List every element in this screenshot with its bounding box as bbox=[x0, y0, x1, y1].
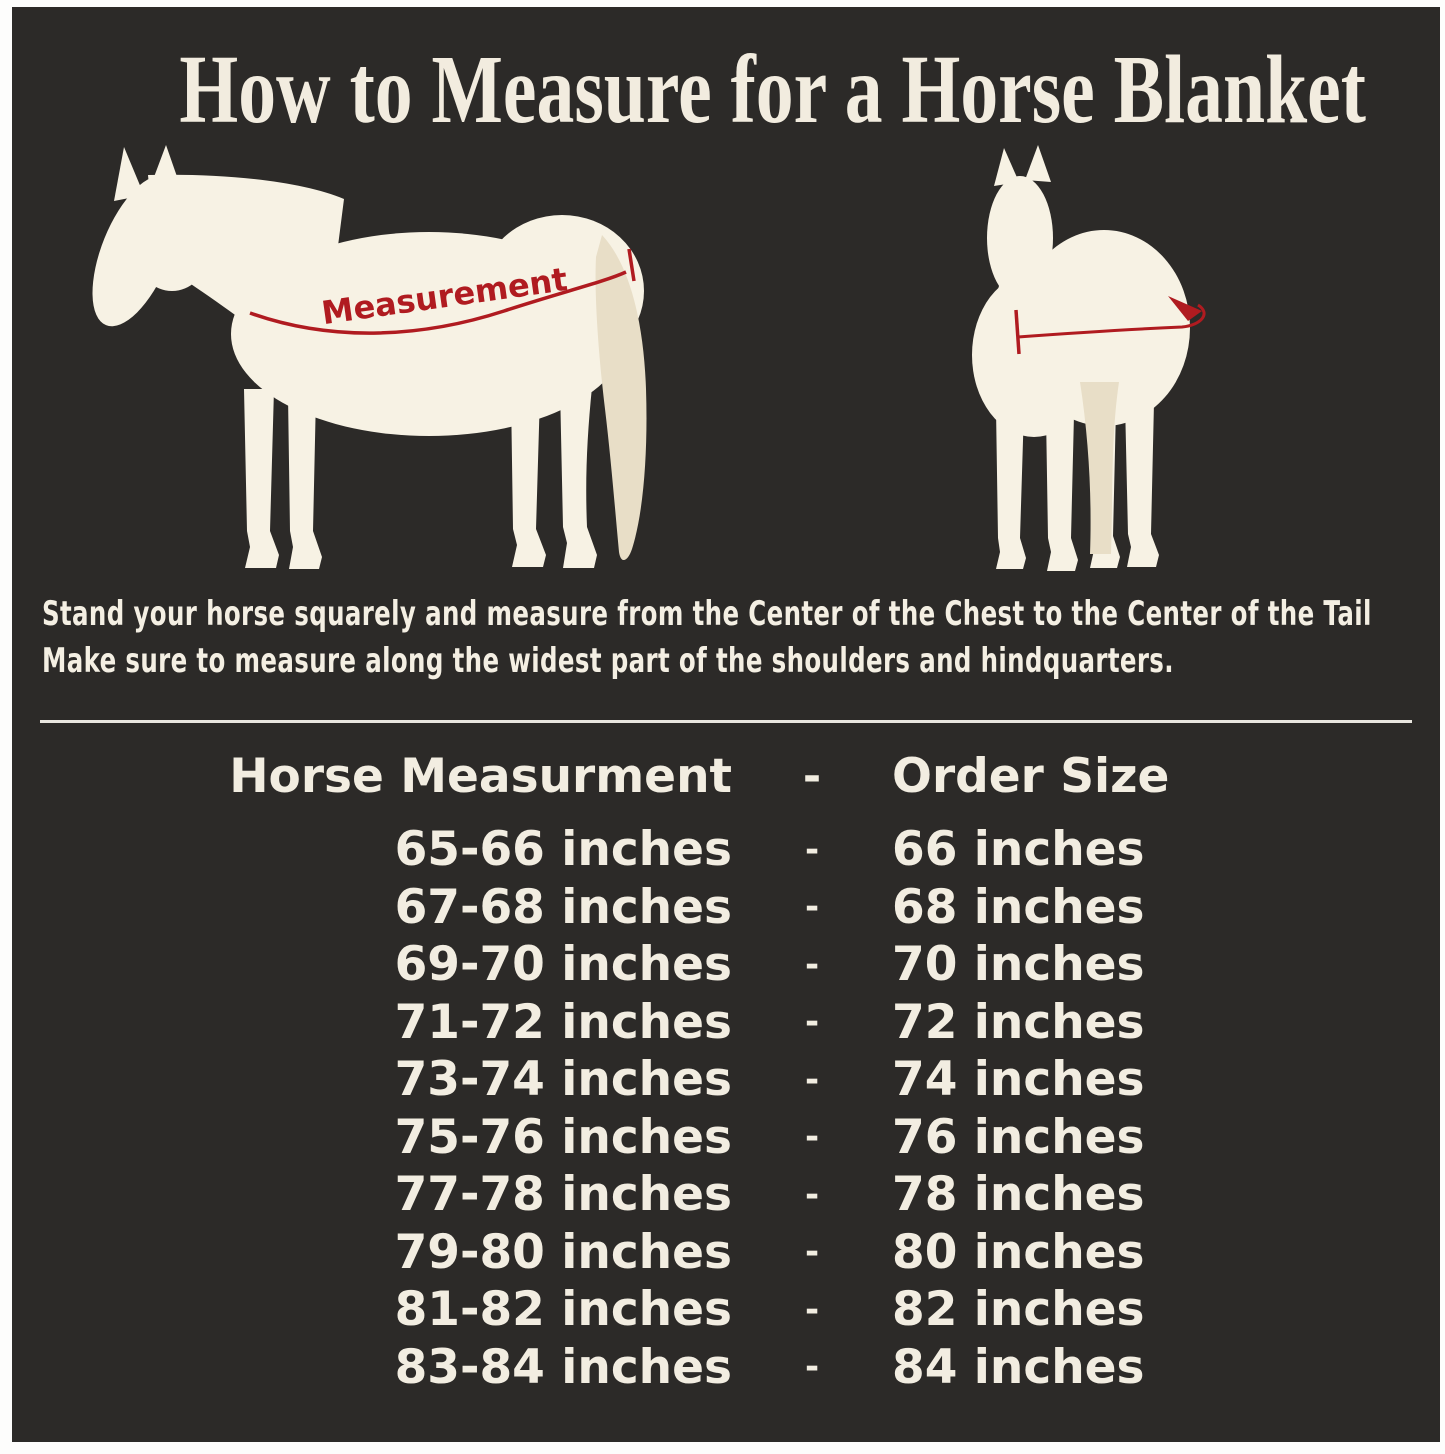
size-row: 65-66 inches - 66 inches bbox=[42, 821, 1427, 879]
side-view-horse-illustration: Measurement bbox=[84, 139, 714, 589]
measurement-cell: 79-80 inches bbox=[394, 1224, 732, 1280]
separator-cell: - bbox=[804, 1059, 820, 1100]
size-table: Horse Measurment - Order Size 65-66 inch… bbox=[42, 741, 1427, 1396]
separator-cell: - bbox=[804, 944, 820, 985]
front-view-horse-svg bbox=[972, 145, 1206, 571]
measurement-end-tick bbox=[627, 248, 636, 282]
size-row: 67-68 inches - 68 inches bbox=[42, 879, 1427, 937]
size-table-header: Horse Measurment - Order Size bbox=[42, 741, 1427, 811]
arrowhead-icon bbox=[1168, 296, 1202, 321]
header-separator: - bbox=[802, 750, 822, 802]
measurement-cell: 69-70 inches bbox=[394, 937, 732, 993]
wrap-arrow-line bbox=[1017, 303, 1206, 339]
horse-ear-icon bbox=[1025, 145, 1051, 182]
size-row: 77-78 inches - 78 inches bbox=[42, 1166, 1427, 1224]
order-size-cell: 76 inches bbox=[892, 1109, 1145, 1165]
panel-background: How to Measure for a Horse Blanket bbox=[12, 7, 1440, 1442]
separator-cell: - bbox=[804, 887, 820, 928]
order-size-cell: 78 inches bbox=[892, 1167, 1145, 1223]
order-size-cell: 82 inches bbox=[892, 1282, 1145, 1338]
header-order-col: Order Size bbox=[892, 748, 1170, 804]
order-size-cell: 66 inches bbox=[892, 822, 1145, 878]
measurement-cell: 65-66 inches bbox=[394, 822, 732, 878]
size-row: 75-76 inches - 76 inches bbox=[42, 1109, 1427, 1167]
separator-cell: - bbox=[804, 1289, 820, 1330]
front-view-horse-illustration bbox=[962, 140, 1212, 592]
order-size-cell: 72 inches bbox=[892, 994, 1145, 1050]
measuring-instructions: Stand your horse squarely and measure fr… bbox=[42, 591, 1372, 685]
header-measurement-col: Horse Measurment bbox=[229, 748, 732, 804]
separator-cell: - bbox=[804, 829, 820, 870]
size-row: 79-80 inches - 80 inches bbox=[42, 1224, 1427, 1282]
measurement-line bbox=[249, 270, 627, 335]
size-row: 69-70 inches - 70 inches bbox=[42, 936, 1427, 994]
separator-cell: - bbox=[804, 1117, 820, 1158]
horse-silhouette-front bbox=[972, 145, 1190, 571]
measurement-cell: 75-76 inches bbox=[394, 1109, 732, 1165]
order-size-cell: 80 inches bbox=[892, 1224, 1145, 1280]
page-title-text: How to Measure for a Horse Blanket bbox=[179, 36, 1366, 143]
side-view-horse-svg: Measurement bbox=[92, 145, 647, 569]
order-size-cell: 70 inches bbox=[892, 937, 1145, 993]
horse-ear-icon bbox=[994, 148, 1019, 186]
horse-tail bbox=[595, 235, 647, 561]
horse-silhouette-side bbox=[92, 145, 644, 569]
measurement-cell: 81-82 inches bbox=[394, 1282, 732, 1338]
order-size-cell: 84 inches bbox=[892, 1339, 1145, 1395]
measurement-cell: 71-72 inches bbox=[394, 994, 732, 1050]
size-row: 83-84 inches - 84 inches bbox=[42, 1339, 1427, 1397]
size-row: 73-74 inches - 74 inches bbox=[42, 1051, 1427, 1109]
separator-cell: - bbox=[804, 1002, 820, 1043]
measurement-cell: 73-74 inches bbox=[394, 1052, 732, 1108]
order-size-cell: 68 inches bbox=[892, 879, 1145, 935]
order-size-cell: 74 inches bbox=[892, 1052, 1145, 1108]
divider-line bbox=[40, 720, 1412, 723]
measurement-cell: 77-78 inches bbox=[394, 1167, 732, 1223]
chest-center-tick bbox=[1014, 309, 1021, 355]
measurement-cell: 67-68 inches bbox=[394, 879, 732, 935]
separator-cell: - bbox=[804, 1347, 820, 1388]
instructions-line2: Make sure to measure along the widest pa… bbox=[42, 641, 1174, 681]
horse-ear-icon bbox=[114, 147, 144, 201]
size-row: 81-82 inches - 82 inches bbox=[42, 1281, 1427, 1339]
measurement-cell: 83-84 inches bbox=[394, 1339, 732, 1395]
separator-cell: - bbox=[804, 1174, 820, 1215]
horse-shading bbox=[1080, 382, 1119, 554]
instructions-line1: Stand your horse squarely and measure fr… bbox=[42, 594, 1372, 634]
separator-cell: - bbox=[804, 1232, 820, 1273]
page-title: How to Measure for a Horse Blanket bbox=[12, 41, 1440, 138]
size-row: 71-72 inches - 72 inches bbox=[42, 994, 1427, 1052]
